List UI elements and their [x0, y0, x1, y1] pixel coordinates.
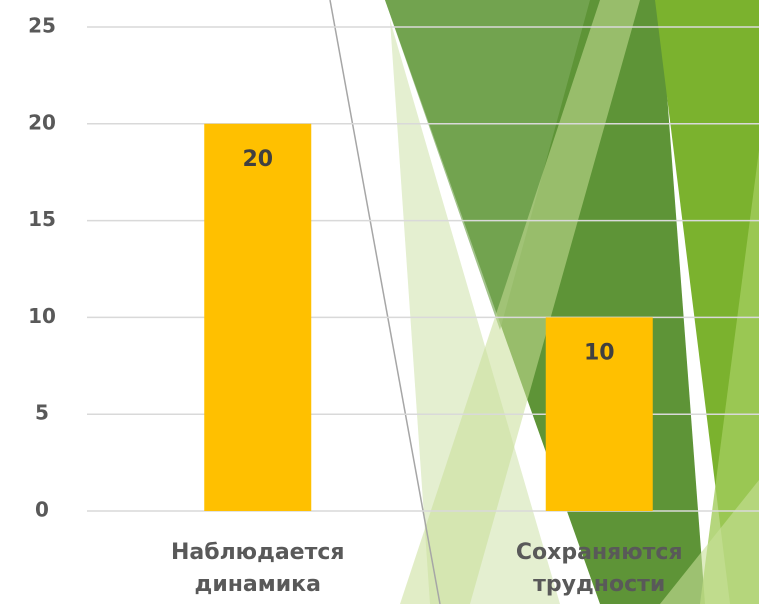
value-label: 20 [242, 147, 273, 172]
x-tick-label: Сохраняются трудности [516, 540, 683, 597]
value-label: 10 [584, 340, 615, 365]
y-tick-label: 10 [28, 304, 56, 328]
y-tick-label: 5 [35, 401, 49, 425]
bar [545, 317, 653, 511]
plot-area: 0 5 10 15 20 25 20 Наблюдается динамика 10 Сохраня… [28, 14, 759, 597]
y-tick-label: 25 [28, 14, 56, 38]
y-tick-label: 15 [28, 207, 56, 231]
x-tick-label: Наблюдается динамика [171, 540, 345, 597]
y-tick-label: 20 [28, 110, 56, 134]
y-tick-label: 0 [35, 498, 49, 522]
bar [204, 123, 312, 512]
